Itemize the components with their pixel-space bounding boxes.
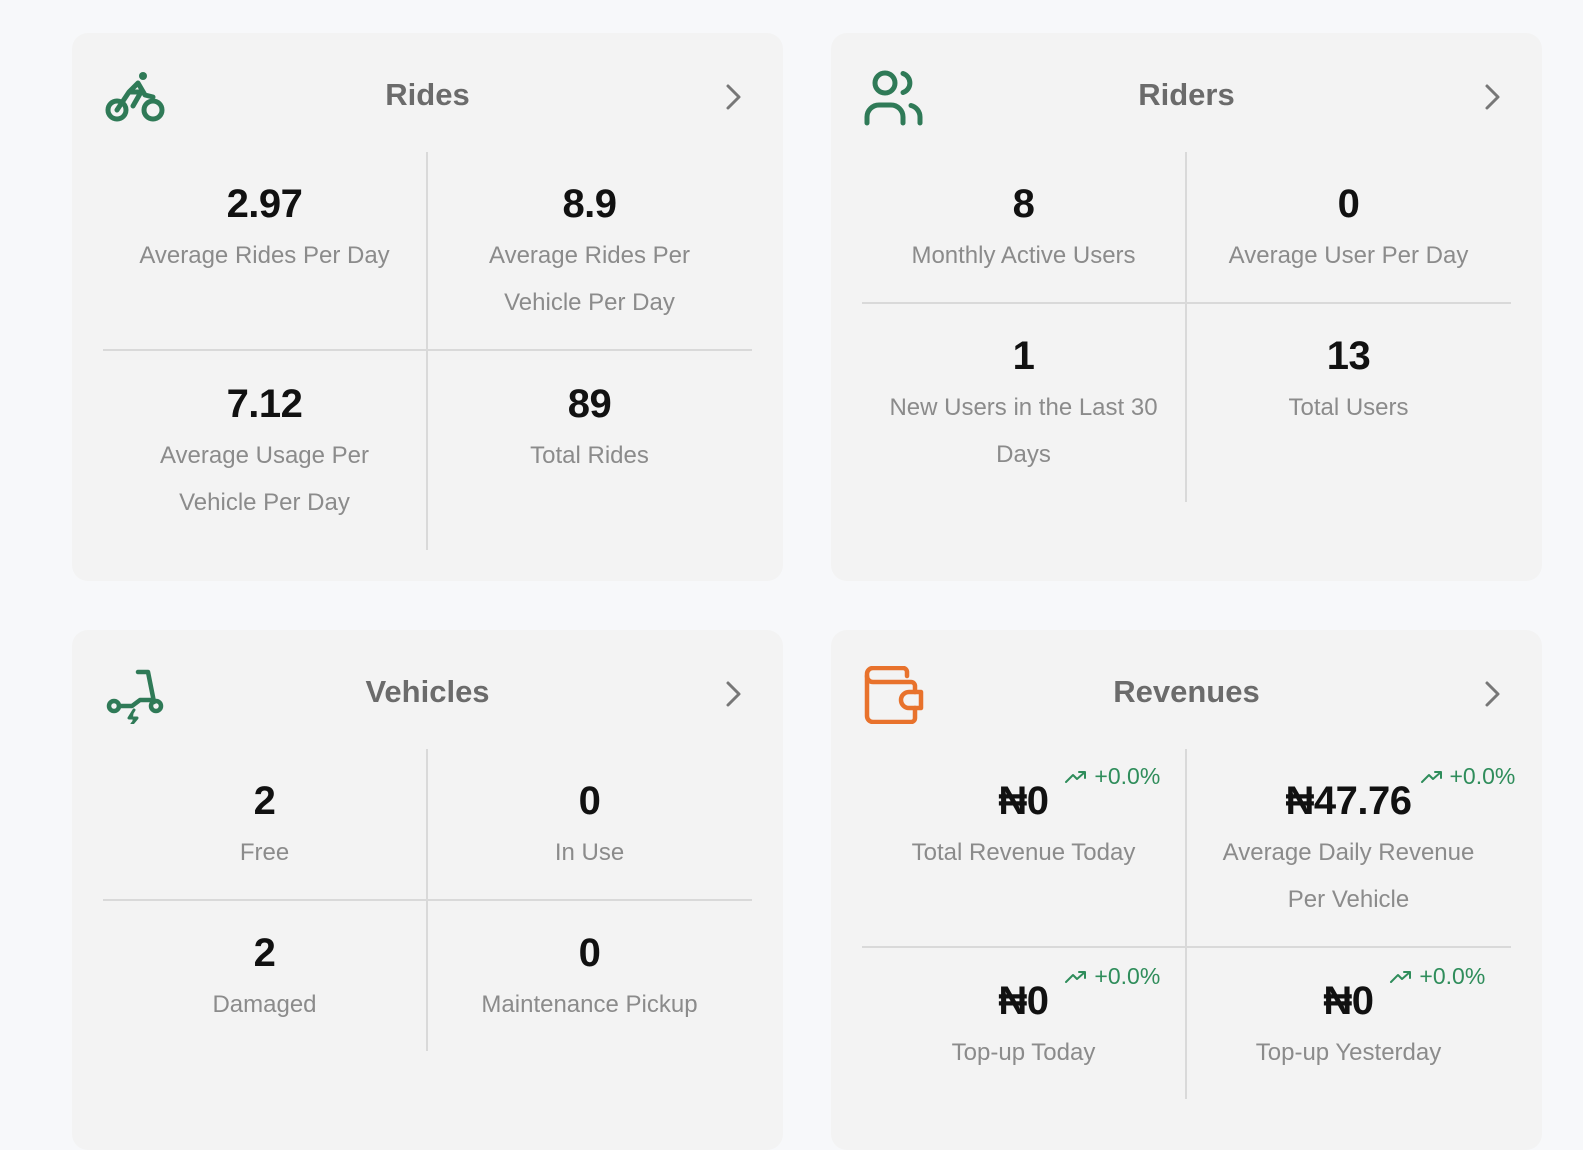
stat-average-user-per-day: 0 Average User Per Day (1187, 180, 1510, 279)
stat-value: 1 (1012, 334, 1035, 378)
stat-free: 2 Free (103, 777, 426, 876)
riders-card-header[interactable]: Riders (831, 33, 1542, 161)
stat-label: Average Rides Per Vehicle Per Day (489, 242, 690, 316)
stat-total-users: 13 Total Users (1187, 332, 1510, 431)
stat-value: 0 (1337, 182, 1360, 226)
stat-label: Average Daily Revenue Per Vehicle (1222, 839, 1475, 913)
users-icon (864, 70, 923, 126)
divider (862, 302, 1511, 304)
chevron-right-icon[interactable] (721, 81, 745, 113)
chevron-right-icon[interactable] (1480, 81, 1504, 113)
chevron-right-icon[interactable] (1480, 678, 1504, 710)
riders-card: Riders 8 Monthly Active Users 0 Average … (831, 33, 1542, 581)
electric-scooter-icon (106, 669, 164, 724)
stat-label: In Use (554, 839, 625, 866)
stat-value: 0 (578, 931, 601, 975)
trend-badge: +0.0% (1420, 763, 1516, 790)
trend-badge: +0.0% (1064, 963, 1160, 990)
stat-label: Free (239, 839, 290, 866)
stat-label: Total Users (1288, 394, 1409, 421)
revenues-title: Revenues (1113, 674, 1260, 709)
stat-in-use: 0 In Use (428, 777, 751, 876)
stat-top-up-yesterday: ₦0 +0.0% Top-up Yesterday (1187, 963, 1510, 1076)
divider (103, 349, 752, 351)
stat-total-rides: 89 Total Rides (428, 380, 751, 479)
vehicles-card-header[interactable]: Vehicles (72, 630, 783, 758)
revenues-card: Revenues ₦0 +0.0% Total Revenue Today ₦4… (831, 630, 1542, 1150)
stat-label: Total Rides (530, 442, 649, 469)
trending-up-icon (1420, 770, 1442, 783)
stat-label: Damaged (212, 991, 317, 1018)
stat-value: ₦0 (1323, 979, 1374, 1023)
divider (103, 899, 752, 901)
divider (1185, 749, 1187, 1099)
stat-label: Average Rides Per Day (139, 242, 390, 269)
stat-label: Maintenance Pickup (481, 991, 698, 1018)
stat-value: 2 (253, 931, 276, 975)
divider (426, 152, 428, 550)
trending-up-icon (1390, 970, 1412, 983)
stat-value: 2 (253, 779, 276, 823)
rides-card: Rides 2.97 Average Rides Per Day 8.9 Ave… (72, 33, 783, 581)
divider (1185, 152, 1187, 502)
stat-label: New Users in the Last 30 Days (889, 394, 1158, 468)
stat-monthly-active-users: 8 Monthly Active Users (862, 180, 1185, 279)
stat-label: Total Revenue Today (911, 839, 1136, 866)
rides-title: Rides (385, 77, 470, 112)
trend-value: +0.0% (1094, 963, 1161, 989)
stat-label: Average Usage Per Vehicle Per Day (159, 442, 369, 516)
stat-value: ₦47.76 (1285, 779, 1412, 823)
stat-value: 7.12 (226, 382, 303, 426)
divider (862, 946, 1511, 948)
stat-label: Monthly Active Users (911, 242, 1136, 269)
trending-up-icon (1065, 970, 1087, 983)
stat-damaged: 2 Damaged (103, 929, 426, 1028)
trend-value: +0.0% (1449, 763, 1516, 789)
chevron-right-icon[interactable] (721, 678, 745, 710)
stat-value: 8.9 (562, 182, 617, 226)
stat-label: Top-up Today (951, 1039, 1096, 1066)
trend-value: +0.0% (1094, 763, 1161, 789)
stat-value: 0 (578, 779, 601, 823)
stat-top-up-today: ₦0 +0.0% Top-up Today (862, 963, 1185, 1076)
vehicles-card: Vehicles 2 Free 0 In Use 2 Damaged 0 Mai… (72, 630, 783, 1150)
wallet-icon (864, 666, 924, 724)
bicycle-rider-icon (105, 72, 165, 122)
stat-value: 13 (1326, 334, 1371, 378)
riders-title: Riders (1138, 77, 1235, 112)
stat-value: 2.97 (226, 182, 303, 226)
stat-new-users-30-days: 1 New Users in the Last 30 Days (862, 332, 1185, 478)
stat-value: 89 (567, 382, 612, 426)
rides-card-header[interactable]: Rides (72, 33, 783, 161)
vehicles-title: Vehicles (365, 674, 490, 709)
stat-average-rides-per-day: 2.97 Average Rides Per Day (103, 180, 426, 279)
stat-average-rides-per-vehicle: 8.9 Average Rides Per Vehicle Per Day (428, 180, 751, 326)
trend-value: +0.0% (1419, 963, 1486, 989)
revenues-card-header[interactable]: Revenues (831, 630, 1542, 758)
stat-label: Average User Per Day (1228, 242, 1469, 269)
stat-value: ₦0 (998, 979, 1049, 1023)
stat-maintenance-pickup: 0 Maintenance Pickup (428, 929, 751, 1028)
stat-total-revenue-today: ₦0 +0.0% Total Revenue Today (862, 763, 1185, 876)
stat-label: Top-up Yesterday (1255, 1039, 1442, 1066)
stat-average-usage-per-vehicle: 7.12 Average Usage Per Vehicle Per Day (103, 380, 426, 526)
trending-up-icon (1065, 770, 1087, 783)
trend-badge: +0.0% (1064, 763, 1160, 790)
stat-value: ₦0 (998, 779, 1049, 823)
trend-badge: +0.0% (1389, 963, 1485, 990)
stat-value: 8 (1012, 182, 1035, 226)
stat-average-daily-revenue-per-vehicle: ₦47.76 +0.0% Average Daily Revenue Per V… (1187, 763, 1516, 923)
